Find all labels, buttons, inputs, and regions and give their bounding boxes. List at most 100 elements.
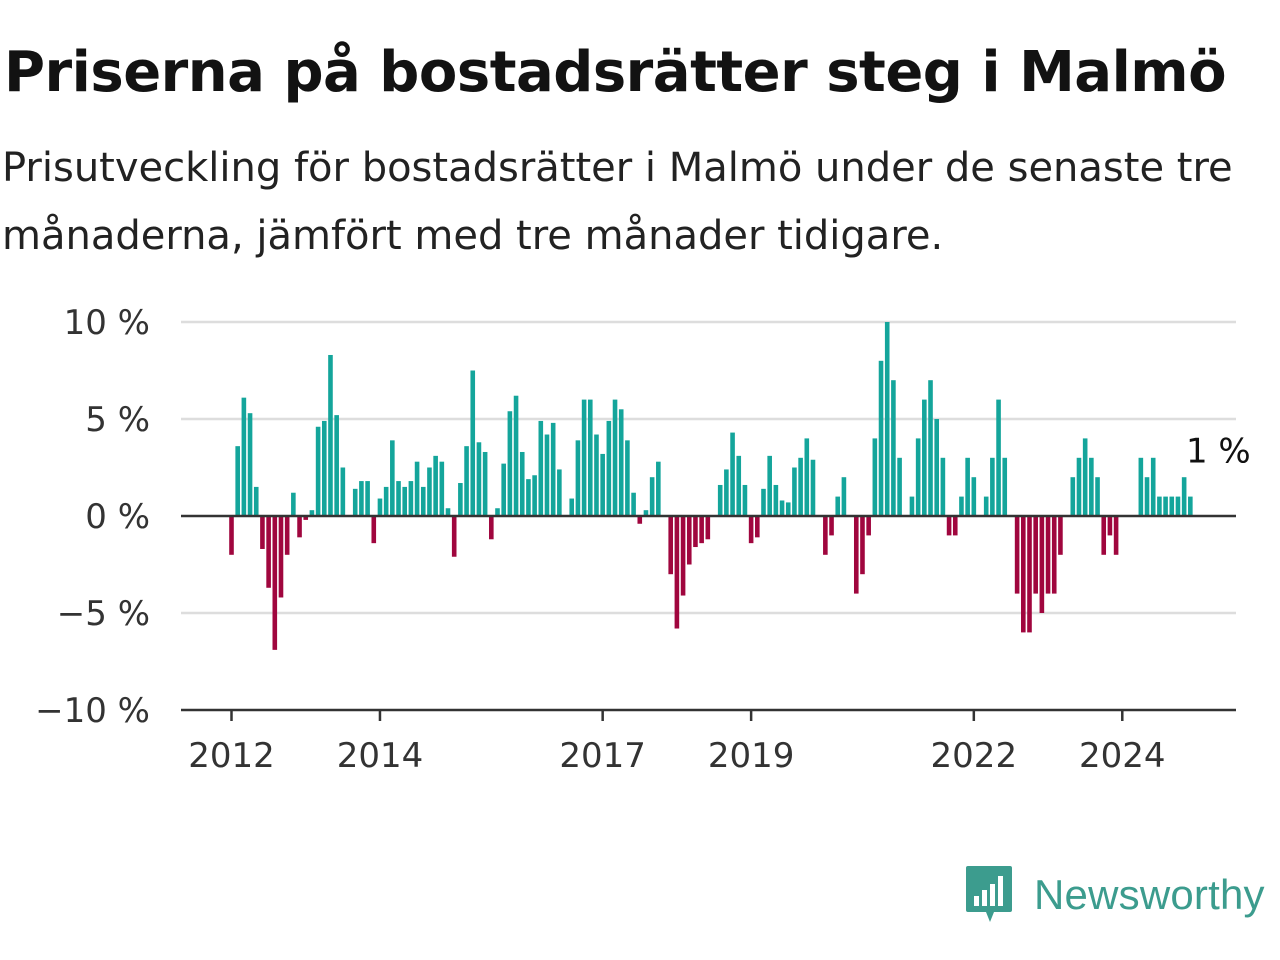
bar — [792, 467, 797, 516]
bar — [266, 516, 271, 588]
bar — [835, 496, 841, 516]
bar — [315, 426, 321, 516]
bar — [928, 380, 933, 516]
bar — [705, 516, 711, 540]
bar — [680, 516, 686, 596]
bar — [996, 399, 1001, 516]
grid-lines — [181, 320, 1236, 615]
y-tick-label: 5 % — [85, 400, 150, 440]
bar — [1058, 516, 1063, 555]
bar — [872, 438, 878, 516]
bar — [1163, 496, 1168, 516]
bar — [383, 486, 389, 516]
bar — [340, 467, 346, 516]
bar — [253, 486, 259, 516]
bar — [247, 413, 253, 516]
bar — [303, 516, 309, 520]
bar — [959, 496, 964, 516]
bar — [569, 498, 575, 516]
bar — [656, 461, 661, 516]
bar — [1002, 457, 1008, 516]
bar — [1051, 516, 1057, 594]
bar — [235, 446, 240, 516]
bar — [284, 516, 290, 555]
bar — [390, 440, 395, 516]
bar — [600, 453, 605, 516]
bar — [1188, 496, 1193, 516]
bar — [909, 496, 915, 516]
bar — [1076, 457, 1082, 516]
bar — [396, 481, 401, 516]
bar — [458, 483, 463, 516]
bar — [1070, 477, 1076, 516]
bar — [470, 370, 476, 516]
bar — [730, 432, 735, 516]
bars — [229, 322, 1193, 650]
newsworthy-logo-icon — [966, 866, 1012, 922]
bar — [501, 463, 506, 516]
bar — [668, 516, 674, 575]
bar — [321, 420, 327, 516]
bar — [1101, 516, 1107, 555]
bar — [575, 440, 581, 516]
chart-subtitle: Prisutveckling för bostadsrätter i Malmö… — [2, 145, 1233, 259]
bar — [1169, 496, 1175, 516]
bar — [1107, 516, 1113, 536]
bar — [717, 484, 723, 516]
bar — [328, 354, 333, 516]
bar — [686, 516, 692, 565]
y-axis-ticks: 10 % 5 % 0 % −5 % −10 % — [35, 303, 150, 731]
bar — [1039, 516, 1045, 613]
bar — [779, 500, 785, 516]
bar — [631, 492, 636, 516]
bar — [897, 457, 902, 516]
bar — [990, 457, 995, 516]
bar — [291, 492, 296, 516]
bar — [922, 399, 927, 516]
bar — [755, 516, 760, 538]
bar — [1021, 516, 1026, 633]
bar — [408, 481, 414, 516]
bar — [371, 516, 377, 544]
bar — [810, 459, 816, 516]
bar — [785, 502, 791, 516]
bar — [1175, 496, 1181, 516]
bar — [260, 516, 265, 549]
bar — [965, 457, 970, 516]
x-tick-label: 2022 — [931, 736, 1018, 776]
bar — [643, 510, 649, 516]
bar — [699, 516, 704, 544]
bar — [229, 516, 234, 555]
bar — [891, 380, 896, 516]
bar — [464, 446, 469, 516]
last-value-label: 1 % — [1186, 432, 1251, 472]
x-tick-label: 2017 — [559, 736, 646, 776]
bar — [519, 451, 525, 516]
bar — [1014, 516, 1020, 594]
bar — [1045, 516, 1051, 594]
bar — [940, 457, 946, 516]
bar — [513, 395, 519, 516]
y-tick-label: 10 % — [64, 303, 150, 343]
bar — [606, 420, 612, 516]
bar — [674, 516, 680, 629]
bar — [952, 516, 958, 536]
bar — [823, 516, 828, 555]
bar — [1033, 516, 1038, 594]
bar — [532, 475, 537, 516]
bar — [278, 516, 284, 598]
bar — [637, 516, 643, 524]
y-tick-label: −5 % — [57, 594, 150, 634]
bar — [841, 477, 847, 516]
bar — [451, 516, 457, 557]
x-tick-label: 2024 — [1079, 736, 1166, 776]
bar — [587, 399, 593, 516]
y-tick-label: −10 % — [35, 691, 150, 731]
bar — [971, 477, 977, 516]
bar — [420, 486, 426, 516]
bar — [915, 438, 921, 516]
bar — [884, 322, 890, 516]
bar — [1113, 516, 1119, 555]
bar — [445, 508, 451, 516]
